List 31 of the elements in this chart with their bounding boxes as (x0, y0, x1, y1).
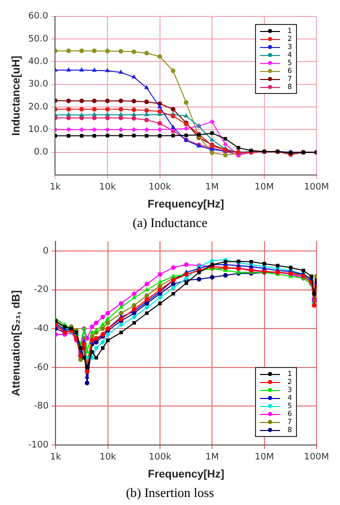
y-tick-label: -40 (34, 324, 49, 334)
x-tick-label: 10M (254, 452, 274, 463)
y-tick-label: 10.0 (28, 125, 49, 136)
text: (a) Inductance (132, 214, 208, 232)
y-axis-title: Inductance[uH] (10, 55, 23, 136)
x-tick-label: 10k (99, 452, 117, 463)
y-tick-label: -100 (28, 440, 49, 450)
y-tick-label: 40.0 (28, 57, 49, 68)
y-tick-label: 50.0 (28, 34, 49, 44)
x-axis-title: Frequency[Hz] (148, 468, 225, 480)
x-tick-label: 100k (148, 452, 172, 463)
x-axis-title: Frequency[Hz] (148, 198, 224, 210)
x-tick-label: 1M (205, 452, 219, 463)
y-tick-label: 0.0 (34, 148, 48, 158)
y-tick-label: 60.0 (28, 12, 49, 22)
text: (b) Insertion loss (124, 484, 216, 502)
y-axis-title: Attenuation[S₂₁, dB] (10, 290, 23, 396)
y-tick-label: 0 (42, 246, 49, 256)
x-tick-label: 100M (304, 182, 330, 193)
x-tick-label: 100k (148, 182, 172, 193)
y-tick-label: -80 (34, 402, 49, 412)
x-tick-label: 1k (50, 452, 62, 463)
x-tick-label: 1k (50, 182, 62, 193)
y-tick-label: -20 (34, 285, 49, 296)
y-tick-label: 20.0 (28, 102, 49, 112)
x-tick-label: 10M (254, 182, 274, 193)
y-tick-label: 30.0 (28, 80, 49, 90)
x-tick-label: 10k (99, 182, 117, 193)
x-tick-label: 1M (205, 182, 219, 193)
y-tick-label: -60 (34, 362, 49, 373)
x-tick-label: 100M (304, 452, 330, 463)
